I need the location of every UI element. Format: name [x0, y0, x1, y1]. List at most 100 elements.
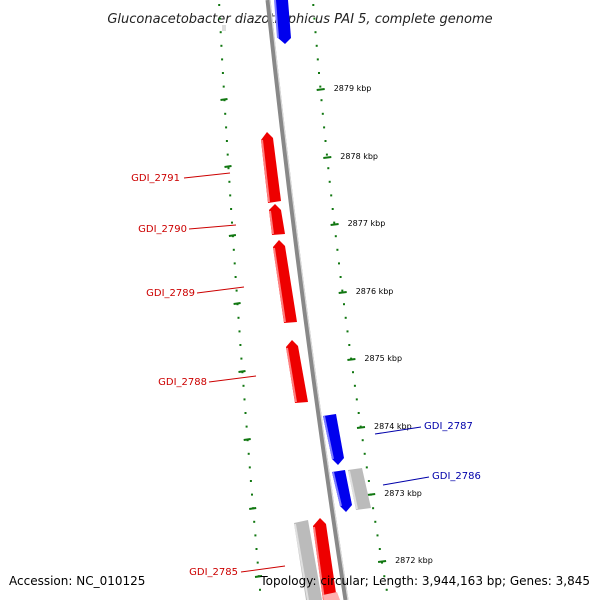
minor-tick	[378, 548, 381, 550]
left-major-tick	[238, 370, 246, 373]
minor-tick	[221, 58, 224, 61]
kbp-tick-mark	[323, 156, 332, 159]
left-major-tick	[249, 507, 257, 510]
kbp-tick-mark	[338, 291, 347, 294]
minor-tick	[372, 507, 375, 510]
kbp-tick-label: 2877 kbp	[348, 219, 386, 228]
minor-tick	[255, 548, 258, 550]
minor-tick	[331, 208, 334, 210]
gene-arrow-gdi-2790	[269, 204, 285, 235]
minor-tick	[221, 72, 224, 74]
gene-label-gdi-2787: GDI_2787	[424, 421, 473, 432]
kbp-tick-label: 2878 kbp	[340, 152, 378, 161]
gene-features	[222, 0, 371, 600]
kbp-tick-label: 2872 kbp	[395, 556, 433, 565]
minor-tick	[227, 167, 230, 170]
gene-label-connectors	[183, 172, 430, 573]
gene-arrow-gdi-2787	[323, 414, 344, 465]
minor-tick	[229, 194, 232, 197]
minor-tick	[226, 153, 229, 156]
gene-grey-feature-2786	[348, 468, 371, 510]
gene-arrow-gdi-2786	[332, 470, 352, 512]
minor-tick	[232, 248, 235, 251]
minor-tick	[334, 235, 337, 238]
minor-tick	[230, 208, 233, 210]
kbp-tick-mark	[356, 426, 366, 429]
kbp-tick-mark	[367, 493, 376, 496]
minor-tick	[219, 31, 222, 34]
left-major-tick	[233, 302, 241, 305]
minor-tick	[244, 412, 247, 414]
minor-tick	[318, 72, 320, 74]
kbp-tick-label: 2874 kbp	[374, 422, 412, 431]
minor-tick	[328, 180, 331, 183]
minor-tick	[341, 289, 344, 292]
minor-tick	[256, 561, 259, 564]
minor-tick	[324, 140, 327, 142]
genome-backbone	[265, 0, 349, 600]
tick-tracks	[218, 4, 388, 591]
kbp-tick-label: 2879 kbp	[334, 84, 372, 93]
minor-tick	[355, 398, 358, 401]
minor-tick	[251, 493, 253, 496]
minor-tick	[374, 520, 377, 523]
minor-tick	[259, 588, 261, 591]
gene-label-gdi-2786: GDI_2786	[432, 471, 481, 482]
minor-tick	[338, 262, 340, 265]
gene-arrow-gdi-2788	[286, 340, 308, 403]
minor-tick	[234, 276, 237, 278]
minor-tick	[312, 4, 315, 6]
gene-arrow-gdi-2785	[313, 518, 337, 600]
left-major-tick	[254, 575, 263, 578]
minor-tick	[352, 371, 354, 374]
minor-tick	[319, 85, 322, 88]
minor-tick	[361, 439, 364, 442]
minor-tick	[315, 44, 318, 47]
minor-tick	[367, 480, 370, 482]
minor-tick	[323, 126, 326, 129]
gene-label-gdi-2789: GDI_2789	[146, 288, 195, 299]
accession-text: Accession: NC_010125	[9, 574, 146, 588]
minor-tick	[238, 330, 241, 333]
kbp-tick-label: 2876 kbp	[356, 287, 394, 296]
left-major-tick	[243, 438, 251, 441]
minor-tick	[249, 480, 252, 482]
genome-title: Gluconacetobacter diazotrophicus PAI 5, …	[107, 12, 492, 27]
kbp-tick-mark	[330, 223, 339, 226]
minor-tick	[239, 344, 242, 346]
minor-tick	[325, 153, 328, 156]
minor-tick	[327, 167, 330, 170]
minor-tick	[253, 520, 256, 523]
minor-tick	[339, 276, 342, 278]
gene-label-gdi-2791: GDI_2791	[131, 173, 180, 184]
gene-labels: GDI_2791 GDI_2790 GDI_2789 GDI_2788 GDI_…	[131, 173, 481, 578]
gene-label-gdi-2785: GDI_2785	[189, 567, 238, 578]
topology-text: Topology: circular; Length: 3,944,163 bp…	[260, 574, 590, 588]
kbp-tick-mark	[347, 358, 356, 361]
minor-tick	[225, 126, 228, 129]
minor-tick	[240, 357, 243, 360]
kbp-tick-mark	[316, 88, 325, 91]
minor-tick	[343, 303, 345, 306]
minor-tick	[218, 4, 221, 6]
minor-tick	[233, 262, 236, 265]
gene-ghost-top	[222, 25, 226, 31]
minor-tick	[224, 112, 227, 115]
minor-tick	[330, 194, 333, 197]
minor-tick	[247, 452, 250, 455]
minor-tick	[353, 384, 356, 387]
kbp-tick-label: 2873 kbp	[384, 489, 422, 498]
gene-label-gdi-2790: GDI_2790	[138, 224, 187, 235]
left-major-tick	[228, 234, 237, 237]
minor-tick	[381, 561, 383, 564]
minor-tick	[235, 289, 238, 292]
gene-arrow-top-partial	[274, 0, 291, 44]
minor-tick	[225, 140, 228, 142]
minor-tick	[243, 398, 246, 401]
minor-tick	[316, 58, 319, 61]
minor-tick	[383, 575, 386, 578]
gene-arrow-gdi-2791	[261, 132, 281, 203]
kbp-ticks: 2879 kbp 2878 kbp 2877 kbp 2876 kbp 2875 kbp…	[316, 84, 433, 565]
minor-tick	[346, 330, 349, 333]
